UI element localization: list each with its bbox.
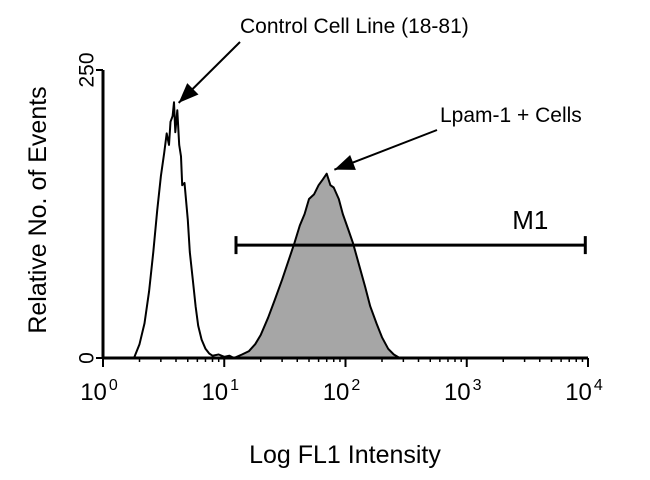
annotation-layer: Control Cell Line (18-81) Lpam-1 + Cells [177, 15, 582, 171]
annotation-arrowhead-0 [178, 83, 199, 103]
y-tick-label-0: 0 [76, 352, 99, 364]
x-tick-label-0: 10 0 [80, 377, 118, 406]
annotation-arrowhead-1 [334, 155, 356, 170]
x-tick-label-1: 10 1 [201, 377, 239, 406]
y-tick-label-1: 250 [76, 52, 99, 87]
x-tick-label-4: 10 4 [565, 377, 603, 406]
x-axis-label: Log FL1 Intensity [249, 441, 441, 469]
series-0-line [133, 101, 239, 359]
annotation-label-0: Control Cell Line (18-81) [240, 15, 469, 38]
x-tick-label-3: 10 3 [444, 377, 482, 406]
x-ticks: 10 0 10 1 10 2 10 3 10 4 [80, 358, 603, 406]
y-axis-label: Relative No. of Events [24, 86, 52, 333]
m1-marker: M1 [234, 205, 587, 255]
series-1-fill [233, 173, 400, 358]
m1-label: M1 [512, 205, 548, 235]
y-ticks: 0 250 [76, 52, 103, 364]
annotation-label-1: Lpam-1 + Cells [440, 104, 582, 127]
series-1-outline [233, 172, 401, 359]
x-tick-label-2: 10 2 [323, 377, 361, 406]
series-layer [133, 101, 401, 359]
